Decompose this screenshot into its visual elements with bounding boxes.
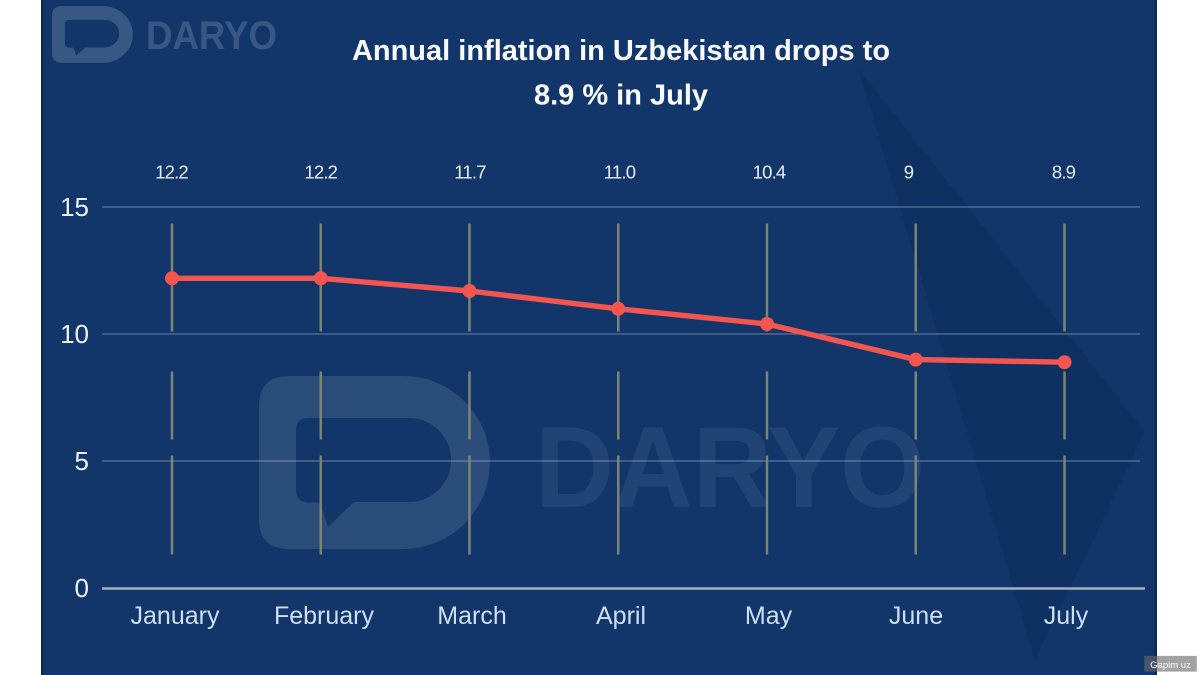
svg-text:10.4: 10.4: [753, 161, 786, 182]
svg-text:0: 0: [75, 573, 89, 603]
svg-text:DARYO: DARYO: [146, 14, 277, 58]
svg-text:12.2: 12.2: [155, 161, 188, 182]
svg-text:8.9: 8.9: [1052, 161, 1076, 182]
svg-text:Gapim.uz: Gapim.uz: [1150, 660, 1191, 671]
svg-text:8.9 % in July: 8.9 % in July: [534, 80, 708, 112]
svg-text:March: March: [437, 602, 506, 630]
svg-text:9: 9: [904, 161, 914, 182]
svg-text:January: January: [131, 602, 220, 630]
svg-text:April: April: [596, 602, 646, 630]
svg-text:February: February: [274, 602, 375, 630]
svg-text:12.2: 12.2: [304, 161, 337, 182]
svg-text:10: 10: [60, 319, 89, 349]
svg-text:11.7: 11.7: [454, 161, 486, 182]
svg-text:15: 15: [60, 192, 89, 222]
svg-text:June: June: [889, 602, 943, 630]
svg-text:11.0: 11.0: [604, 161, 636, 182]
svg-text:May: May: [745, 602, 793, 630]
svg-text:Annual inflation in Uzbekistan: Annual inflation in Uzbekistan drops to: [352, 35, 890, 67]
svg-text:July: July: [1044, 602, 1089, 630]
svg-text:DARYO: DARYO: [535, 404, 925, 532]
svg-text:5: 5: [75, 446, 89, 476]
